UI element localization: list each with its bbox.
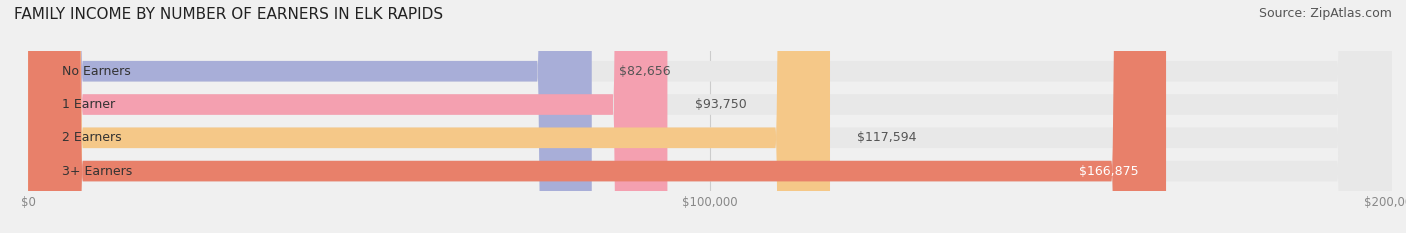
Text: $166,875: $166,875	[1080, 164, 1139, 178]
Text: 3+ Earners: 3+ Earners	[62, 164, 132, 178]
Text: No Earners: No Earners	[62, 65, 131, 78]
FancyBboxPatch shape	[28, 0, 1392, 233]
FancyBboxPatch shape	[28, 0, 592, 233]
FancyBboxPatch shape	[28, 0, 1392, 233]
FancyBboxPatch shape	[28, 0, 1392, 233]
Text: 1 Earner: 1 Earner	[62, 98, 115, 111]
Text: $93,750: $93,750	[695, 98, 747, 111]
Text: $117,594: $117,594	[858, 131, 917, 144]
Text: $82,656: $82,656	[619, 65, 671, 78]
FancyBboxPatch shape	[28, 0, 1392, 233]
Text: 2 Earners: 2 Earners	[62, 131, 122, 144]
Text: FAMILY INCOME BY NUMBER OF EARNERS IN ELK RAPIDS: FAMILY INCOME BY NUMBER OF EARNERS IN EL…	[14, 7, 443, 22]
FancyBboxPatch shape	[28, 0, 668, 233]
Text: Source: ZipAtlas.com: Source: ZipAtlas.com	[1258, 7, 1392, 20]
FancyBboxPatch shape	[28, 0, 830, 233]
FancyBboxPatch shape	[28, 0, 1166, 233]
